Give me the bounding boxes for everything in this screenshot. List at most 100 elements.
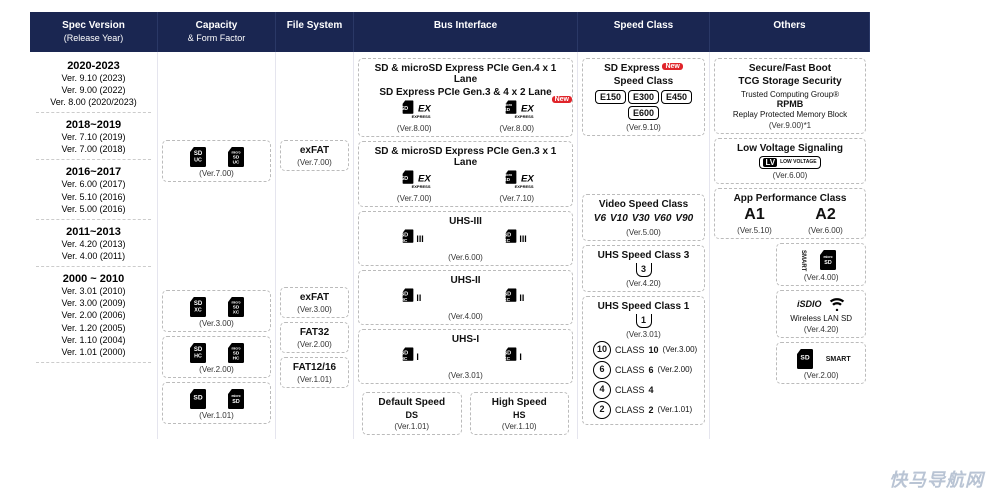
svg-text:XC: XC	[194, 307, 202, 313]
svg-text:SD: SD	[401, 176, 409, 182]
col-filesystem: exFAT(Ver.7.00) exFAT(Ver.3.00) FAT32(Ve…	[276, 52, 354, 439]
e-badge: E300	[628, 90, 659, 104]
bus-express-gen4: SD & microSD Express PCIe Gen.4 x 1 Lane…	[358, 58, 573, 137]
v-mark: V6	[594, 212, 606, 226]
svg-text:SD: SD	[232, 154, 239, 159]
spec-group: 2018~2019Ver. 7.10 (2019)Ver. 7.00 (2018…	[34, 119, 153, 155]
svg-text:SD: SD	[401, 350, 409, 356]
v-mark: V90	[675, 212, 693, 226]
wifi-icon	[829, 297, 845, 311]
svg-text:SD: SD	[232, 350, 239, 355]
speed-express: SD Express New Speed Class E150E300E450E…	[582, 58, 705, 136]
other-smart-micro: SMART microSD (Ver.4.00)	[776, 243, 866, 286]
new-badge-icon: New	[662, 63, 682, 70]
speed-uhs3: UHS Speed Class 3 3 (Ver.4.20)	[582, 245, 705, 292]
cap-uc: SDUC microSDUC (Ver.7.00)	[162, 140, 271, 182]
header-spec: Spec Version(Release Year)	[30, 12, 158, 52]
svg-text:I: I	[519, 352, 521, 362]
svg-text:SD: SD	[503, 232, 511, 238]
cap-xc: SDXC microSDXC (Ver.3.00)	[162, 290, 271, 332]
other-app: App Performance Class A1(Ver.5.10) A2(Ve…	[714, 188, 866, 239]
svg-text:EX: EX	[521, 103, 534, 114]
header-capacity: Capacity& Form Factor	[158, 12, 276, 52]
class-row: 4CLASS4	[587, 381, 700, 399]
col-spec: 2020-2023Ver. 9.10 (2023)Ver. 9.00 (2022…	[30, 52, 158, 439]
fs-exfat3: exFAT(Ver.3.00)	[280, 287, 349, 318]
svg-text:II: II	[417, 293, 422, 303]
column-headers: Spec Version(Release Year) Capacity& For…	[30, 12, 970, 52]
svg-text:HC: HC	[401, 356, 408, 362]
svg-text:SD: SD	[503, 291, 511, 297]
svg-text:I: I	[417, 352, 419, 362]
bus-high-speed: High Speed HS (Ver.1.10)	[470, 392, 570, 435]
svg-text:micro: micro	[503, 173, 512, 177]
svg-text:EXPRESS: EXPRESS	[514, 114, 533, 119]
svg-text:III: III	[417, 234, 424, 244]
bus-uhs2: UHS-II SDHCII SDXCII (Ver.4.00)	[358, 270, 573, 325]
svg-text:SD: SD	[193, 151, 202, 157]
v-mark: V60	[654, 212, 672, 226]
class-row: 2CLASS2 (Ver.1.01)	[587, 401, 700, 419]
smart-label: SMART	[826, 356, 851, 363]
smart-label: SMART	[800, 250, 806, 271]
spec-group: 2011~2013Ver. 4.20 (2013)Ver. 4.00 (2011…	[34, 226, 153, 262]
col-bus: SD & microSD Express PCIe Gen.4 x 1 Lane…	[354, 52, 578, 439]
header-speed: Speed Class	[578, 12, 710, 52]
svg-text:XC: XC	[503, 356, 510, 362]
cap-hc: SDHC microSDHC (Ver.2.00)	[162, 336, 271, 378]
other-secure: Secure/Fast Boot TCG Storage Security Tr…	[714, 58, 866, 134]
svg-text:SD: SD	[503, 107, 510, 113]
class-row: 10CLASS10 (Ver.3.00)	[587, 341, 700, 359]
svg-text:micro: micro	[503, 103, 512, 107]
svg-text:XC: XC	[503, 238, 510, 244]
col-speed: SD Express New Speed Class E150E300E450E…	[578, 52, 710, 439]
svg-text:EXPRESS: EXPRESS	[514, 184, 533, 189]
svg-text:II: II	[519, 293, 524, 303]
spec-group: 2000 ~ 2010Ver. 3.01 (2010)Ver. 3.00 (20…	[34, 273, 153, 358]
svg-text:SD: SD	[503, 177, 510, 183]
svg-text:SD: SD	[825, 260, 833, 266]
svg-text:SD: SD	[800, 355, 809, 362]
svg-text:SD: SD	[401, 291, 409, 297]
svg-text:HC: HC	[401, 297, 408, 303]
fs-fat32: FAT32(Ver.2.00)	[280, 322, 349, 353]
v-mark: V10	[610, 212, 628, 226]
svg-text:EX: EX	[521, 173, 534, 184]
svg-text:SD: SD	[193, 394, 202, 401]
svg-text:XC: XC	[503, 297, 510, 303]
svg-text:UC: UC	[194, 157, 202, 163]
e-badge: E150	[595, 90, 626, 104]
speed-uhs1: UHS Speed Class 1 1 (Ver.3.01) 10CLASS10…	[582, 296, 705, 425]
svg-text:SD: SD	[193, 301, 202, 307]
svg-text:EXPRESS: EXPRESS	[412, 114, 431, 119]
fs-fat12: FAT12/16(Ver.1.01)	[280, 357, 349, 388]
new-badge-icon: New	[552, 96, 572, 103]
svg-text:micro: micro	[824, 255, 833, 259]
bus-uhs1: UHS-I SDHCI SDXCI (Ver.3.01)	[358, 329, 573, 384]
header-filesystem: File System	[276, 12, 354, 52]
svg-text:UC: UC	[232, 159, 239, 164]
header-others: Others	[710, 12, 870, 52]
watermark-text: 快马导航网	[889, 466, 984, 492]
spec-group: 2020-2023Ver. 9.10 (2023)Ver. 9.00 (2022…	[34, 60, 153, 108]
fs-exfat7: exFAT(Ver.7.00)	[280, 140, 349, 171]
header-bus: Bus Interface	[354, 12, 578, 52]
svg-text:SD: SD	[193, 347, 202, 353]
u1-icon: 1	[636, 314, 652, 328]
svg-text:SD: SD	[503, 350, 511, 356]
svg-text:EXPRESS: EXPRESS	[412, 184, 431, 189]
speed-video: Video Speed Class V6V10V30V60V90 (Ver.5.…	[582, 194, 705, 241]
col-capacity: SDUC microSDUC (Ver.7.00) SDXC microSDXC…	[158, 52, 276, 439]
class-row: 6CLASS6 (Ver.2.00)	[587, 361, 700, 379]
svg-text:HC: HC	[401, 238, 408, 244]
svg-text:III: III	[519, 234, 526, 244]
svg-text:EX: EX	[418, 173, 431, 184]
bus-express-gen3: SD & microSD Express PCIe Gen.3 x 1 Lane…	[358, 141, 573, 207]
lv-icon: LVLOW VOLTAGE	[759, 156, 820, 169]
svg-text:micro: micro	[231, 394, 240, 398]
col-others: Secure/Fast Boot TCG Storage Security Tr…	[710, 52, 870, 439]
cap-sd: SD microSD (Ver.1.01)	[162, 382, 271, 424]
svg-text:HC: HC	[232, 355, 239, 360]
e-badge: E450	[661, 90, 692, 104]
other-isdio: iSDIO Wireless LAN SD (Ver.4.20)	[776, 290, 866, 338]
